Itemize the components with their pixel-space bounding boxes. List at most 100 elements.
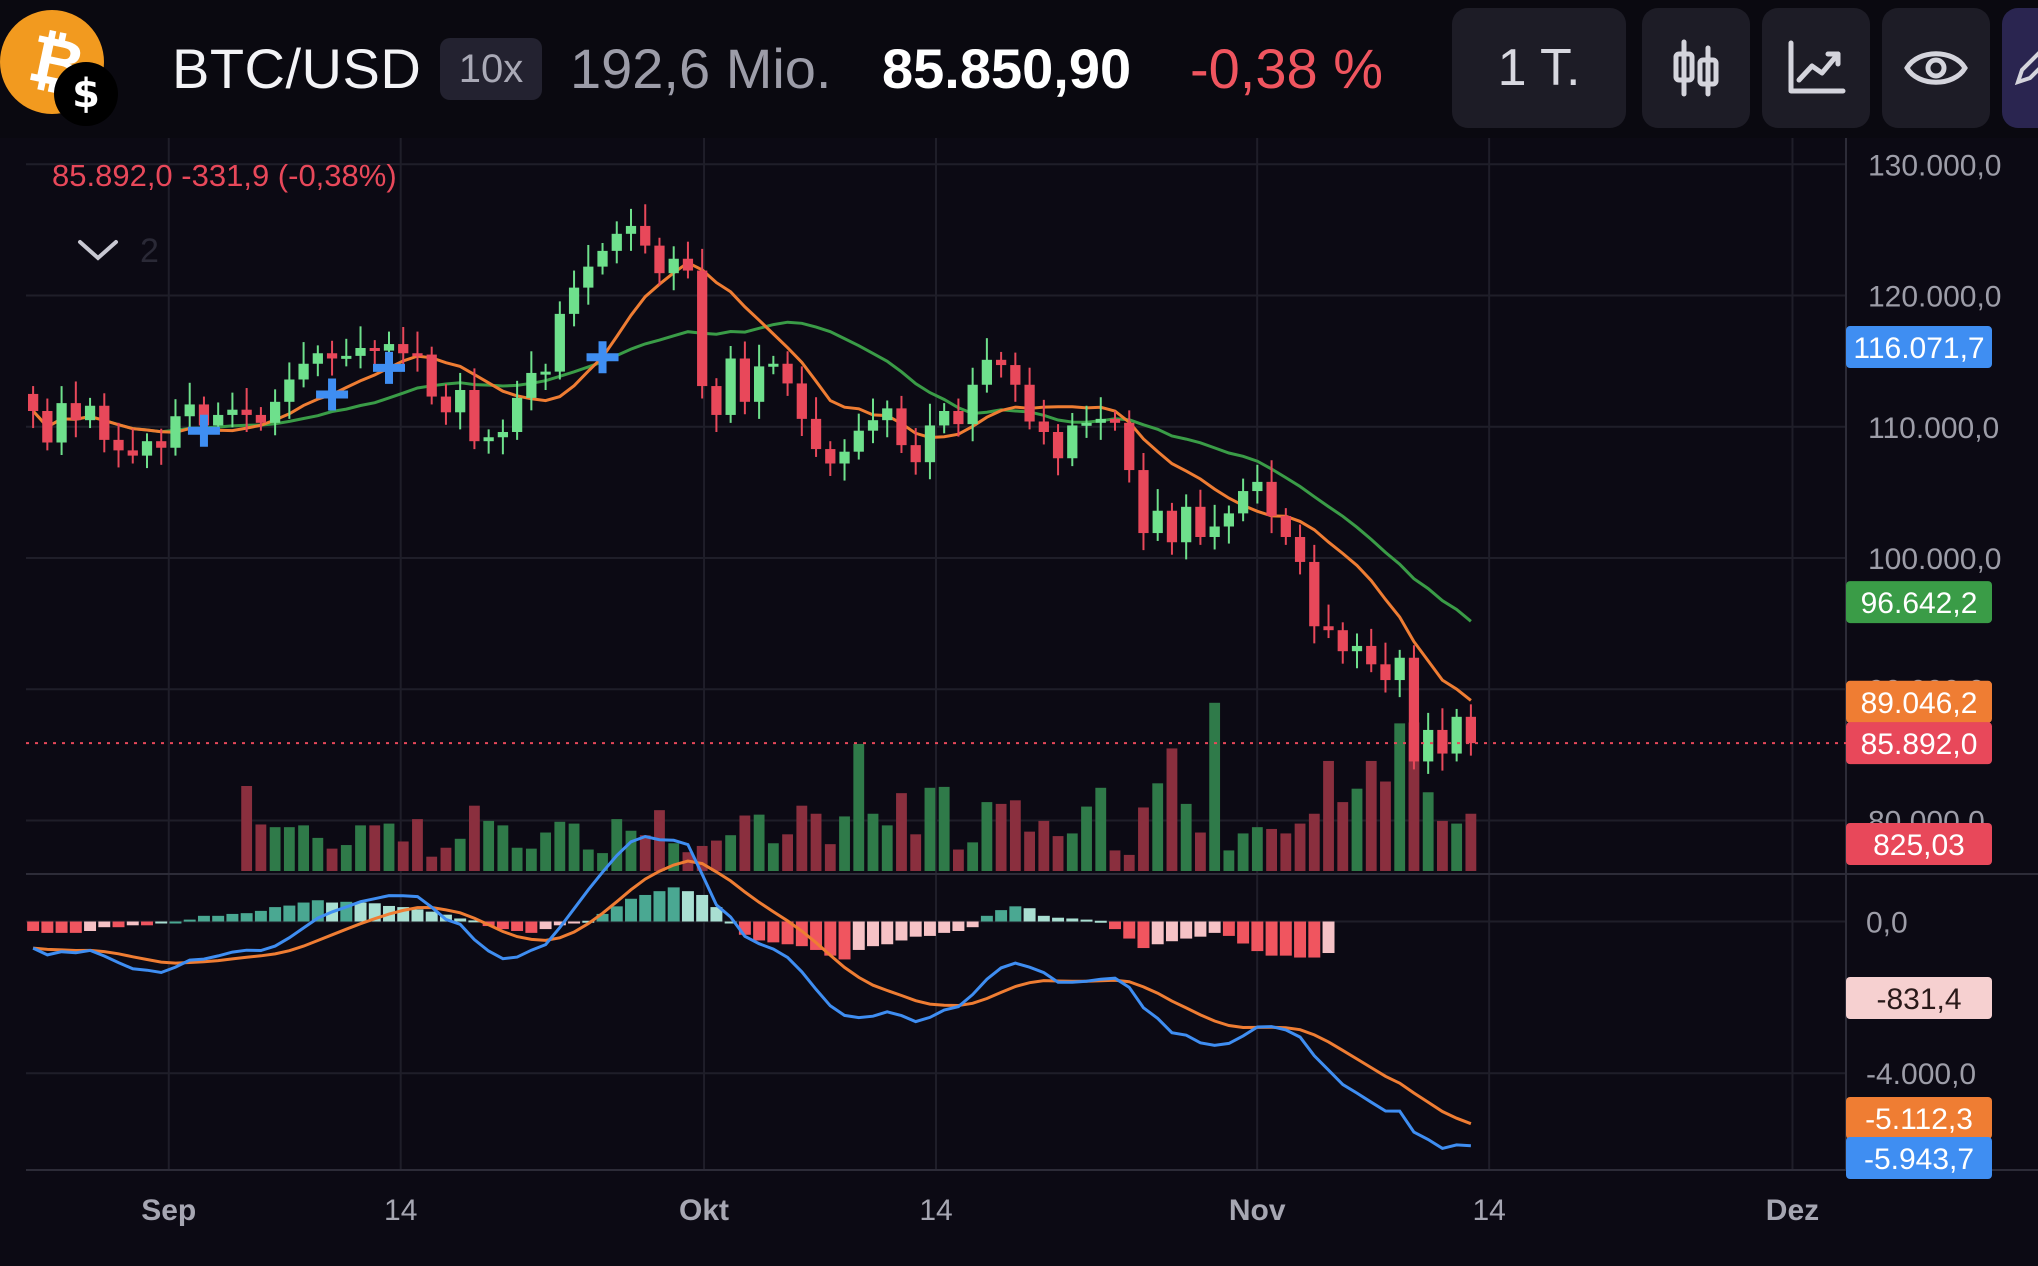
candle-body <box>369 348 380 351</box>
candle-body <box>383 344 395 351</box>
candle-body <box>682 258 694 271</box>
candle <box>1366 628 1377 673</box>
volume-bar <box>639 835 651 871</box>
candle-body <box>1010 365 1021 385</box>
volume-bar <box>1052 836 1064 871</box>
candle-body <box>341 355 352 359</box>
candle-body <box>1038 421 1049 432</box>
volume-bar <box>1451 823 1463 871</box>
candle <box>1266 460 1277 534</box>
timeframe-button[interactable]: 1 T. <box>1452 8 1626 128</box>
candle-body <box>995 359 1007 366</box>
candle-body <box>1294 537 1306 562</box>
candle <box>184 382 195 429</box>
candle <box>867 398 879 444</box>
last-price: 85.850,90 <box>882 37 1132 100</box>
price-tick-label: 110.000,0 <box>1868 412 1999 445</box>
macd-bar <box>425 911 438 922</box>
candlestick-chart-icon <box>1673 39 1719 97</box>
leverage-badge[interactable]: 10x <box>440 38 542 100</box>
volume-bar <box>767 843 779 871</box>
macd-bar <box>753 921 766 941</box>
macd-bar <box>84 921 97 931</box>
candle-body <box>1181 506 1192 543</box>
price-badge: 85.892,0 <box>1846 722 1992 765</box>
candle-body <box>910 445 921 463</box>
volume-bar <box>881 825 893 871</box>
macd-bar <box>1237 921 1250 944</box>
macd-bar <box>838 921 851 960</box>
macd-bar <box>568 921 581 924</box>
price-chart[interactable]: 130.000,0120.000,0110.000,0100.000,090.0… <box>0 138 2038 1266</box>
indicator-count: 2 <box>140 232 159 270</box>
candle-body <box>640 225 651 246</box>
candle-body <box>1451 716 1462 754</box>
volume-bar <box>597 853 608 871</box>
volume-bar <box>1465 813 1477 871</box>
pair-symbol[interactable]: BTC/USD <box>172 37 422 100</box>
price-badge-text: 96.642,2 <box>1861 587 1978 620</box>
candle <box>981 338 993 393</box>
chevron-down-icon[interactable] <box>78 240 118 261</box>
volume-bar <box>1237 833 1249 871</box>
candle-body <box>839 451 850 464</box>
macd-bar <box>1009 906 1022 922</box>
indicators-button[interactable] <box>1762 8 1870 128</box>
candle <box>483 429 494 454</box>
volume-bar <box>1223 850 1235 871</box>
chart-type-button[interactable] <box>1642 8 1750 128</box>
volume-bar <box>1081 806 1092 871</box>
candle <box>99 393 110 453</box>
macd-bar <box>41 921 54 933</box>
candle-body <box>1337 630 1348 652</box>
volume-bar <box>739 815 751 871</box>
ma-slow-line <box>31 320 1472 623</box>
candle <box>768 355 779 375</box>
candle-body <box>84 405 96 421</box>
candle-body <box>1209 526 1220 537</box>
time-tick-label: Okt <box>679 1194 729 1227</box>
candle <box>27 386 39 429</box>
candle <box>1152 489 1163 541</box>
candle <box>70 381 81 438</box>
macd-badge-text: -5.943,7 <box>1864 1143 1974 1176</box>
candle <box>825 441 836 476</box>
price-badge: 96.642,2 <box>1846 581 1992 624</box>
volume-bar <box>312 837 324 871</box>
candle-body <box>1024 384 1035 422</box>
visibility-button[interactable] <box>1882 8 1990 128</box>
macd-bar <box>1066 918 1079 922</box>
candle-body <box>853 430 864 452</box>
candle-body <box>70 403 81 421</box>
candle <box>1237 478 1249 522</box>
candle-body <box>1408 657 1420 762</box>
candle <box>739 341 751 415</box>
drawing-tools-button[interactable] <box>2002 8 2038 128</box>
candle <box>924 403 936 480</box>
macd-bar <box>169 921 182 924</box>
candle <box>312 345 323 377</box>
volume-bar <box>796 805 808 871</box>
candle <box>939 403 950 434</box>
macd-bar <box>995 910 1008 922</box>
time-tick-label: 14 <box>919 1194 952 1227</box>
volume-bar <box>1166 748 1178 871</box>
macd-bar <box>269 907 282 922</box>
macd-bar <box>183 919 196 922</box>
macd-line <box>32 834 1471 1151</box>
macd-bar <box>1294 921 1307 958</box>
candle <box>568 270 580 327</box>
volume-bar <box>554 821 566 871</box>
macd-bar <box>1208 921 1221 933</box>
candle-body <box>896 408 907 446</box>
candle-body <box>611 233 622 251</box>
candle-body <box>326 353 338 359</box>
volume-bar <box>1095 787 1107 871</box>
signal-marker-icon <box>373 351 405 384</box>
volume-bar <box>1123 854 1135 871</box>
macd-bar <box>1308 921 1321 958</box>
candle <box>241 388 252 432</box>
macd-bar <box>354 902 367 922</box>
candle-body <box>170 416 181 448</box>
macd-bar <box>126 921 139 926</box>
